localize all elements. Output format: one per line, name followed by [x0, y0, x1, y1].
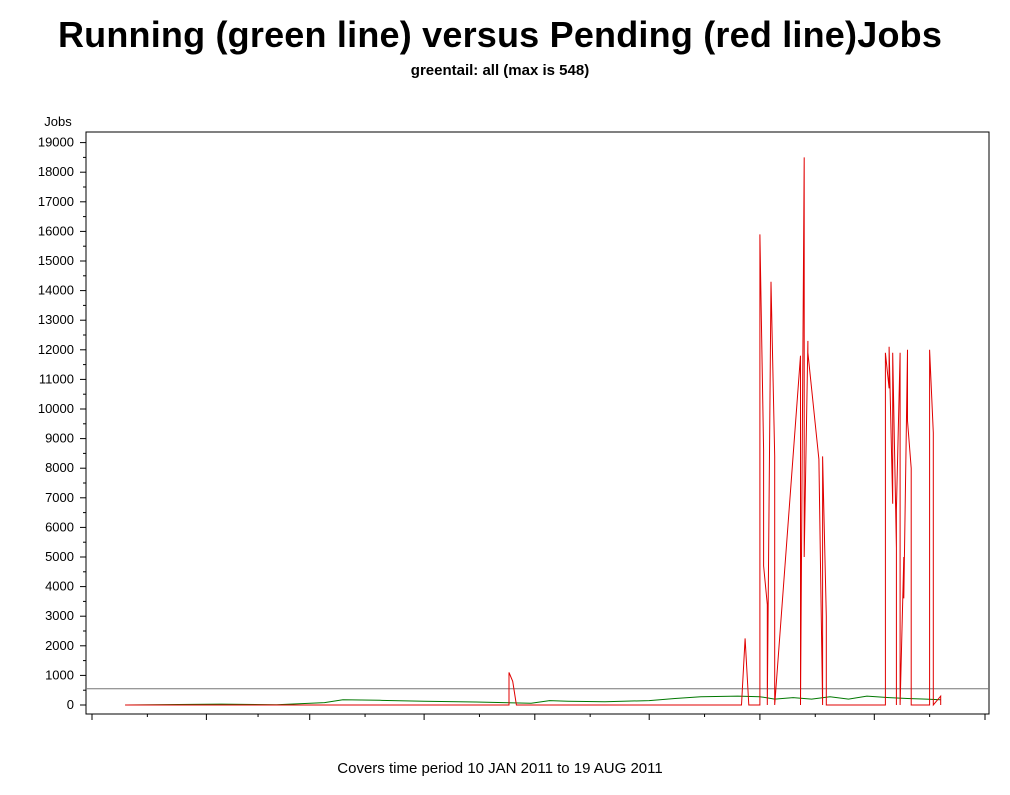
y-tick-label: 12000	[38, 342, 74, 357]
y-tick-label: 10000	[38, 401, 74, 416]
y-tick-label: 14000	[38, 283, 74, 298]
y-tick-label: 8000	[45, 460, 74, 475]
y-tick-label: 4000	[45, 579, 74, 594]
chart-subtitle: greentail: all (max is 548)	[410, 62, 590, 79]
y-tick-label: 13000	[38, 312, 74, 327]
y-tick-label: 9000	[45, 431, 74, 446]
pending-jobs-line	[125, 157, 942, 707]
y-tick-label: 6000	[45, 519, 74, 534]
plot-area-frame	[85, 131, 990, 715]
y-tick-label: 17000	[38, 194, 74, 209]
y-tick-label: 5000	[45, 549, 74, 564]
y-tick-label: 1000	[45, 667, 74, 682]
y-axis-label: Jobs	[44, 114, 72, 129]
series-layer	[125, 157, 942, 707]
running-jobs-line	[125, 695, 941, 706]
y-axis: 0 1000 2000 3000 4000 5000 6000 7000 8000 9000 100…	[38, 135, 86, 712]
x-axis	[86, 713, 989, 720]
y-tick-label: 7000	[45, 490, 74, 505]
y-tick-label: 11000	[39, 371, 74, 386]
time-period-caption: Covers time period 10 JAN 2011 to 19 AUG…	[337, 760, 663, 777]
y-tick-label: 15000	[38, 253, 74, 268]
y-tick-label: 19000	[38, 135, 74, 150]
y-tick-label: 16000	[38, 223, 74, 238]
y-tick-label: 0	[67, 697, 74, 712]
chart-title: Running (green line) versus Pending (red…	[57, 14, 943, 55]
y-tick-label: 2000	[45, 638, 74, 653]
y-tick-label: 3000	[45, 608, 74, 623]
y-tick-label: 18000	[38, 164, 74, 179]
